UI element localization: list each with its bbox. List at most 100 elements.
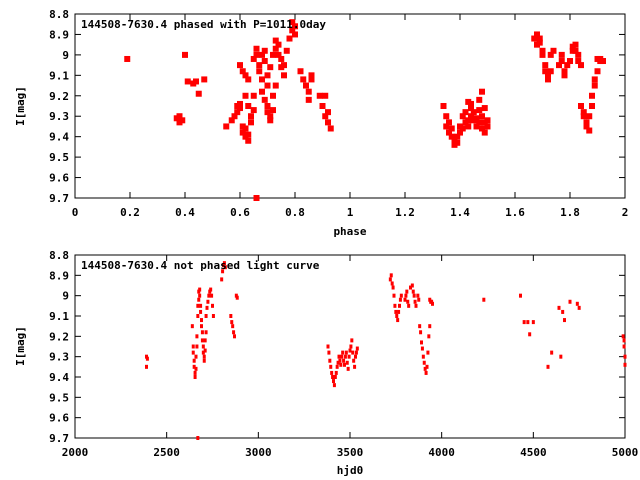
data-point [422,360,426,365]
data-point [392,293,396,298]
data-point [256,68,263,75]
data-point [547,68,554,75]
data-point [196,303,200,308]
data-point [462,109,469,116]
data-point [580,113,587,120]
data-point [473,115,480,122]
data-point [559,354,563,359]
data-point [253,51,260,58]
y-tick-label: 8.8 [49,8,69,21]
data-point [198,287,202,292]
data-point [197,289,201,294]
data-point [272,37,279,44]
x-tick-label: 3000 [245,446,272,459]
data-point [476,119,483,126]
data-point [431,301,434,306]
data-point [197,297,201,302]
data-point [264,82,271,89]
data-point [550,350,554,355]
data-point [398,303,401,308]
data-point [270,51,276,58]
data-point [231,113,238,120]
data-point [229,314,233,318]
data-point [223,265,227,270]
data-point [623,354,627,359]
data-point [278,55,285,62]
data-point [292,23,298,30]
data-point [242,72,249,79]
x-tick-label: 5000 [612,446,639,459]
phased-chart: 0 0.2 0.4 0.6 0.8 1 1.2 1.4 1.6 1.8 2 8.8 8.9 9 9.1 9.2… [14,8,628,238]
data-point [591,82,598,89]
data-point [349,344,353,349]
data-point [191,344,195,349]
data-point [468,105,474,112]
data-point [204,330,208,335]
data-point [204,314,208,318]
data-point [556,62,562,69]
data-point [209,287,213,292]
data-point [546,364,550,369]
data-point [575,58,582,65]
data-point [468,113,474,120]
y-tick-label: 9 [62,49,69,62]
data-point [419,330,423,335]
y-tick-label: 9.1 [49,310,69,323]
data-point [454,139,461,146]
data-point [479,113,485,120]
data-point [316,92,323,99]
data-point [261,47,268,54]
data-point [561,72,568,79]
y-tick-label: 9.2 [49,90,69,103]
data-point [202,358,206,363]
data-point [232,330,236,335]
data-point [459,125,466,132]
data-point [407,303,411,308]
data-point [264,72,271,79]
phased-chart-title: 144508-7630.4 phased with P=1011.0day [81,18,326,31]
data-point [267,64,274,71]
data-point [542,68,549,75]
y-tick-label: 8.9 [49,28,69,41]
data-point [420,346,424,351]
data-point [393,303,397,308]
data-point [350,338,354,343]
x-tick-label: 4000 [428,446,455,459]
data-point [424,370,428,375]
unphased-chart-title: 144508-7630.4 not phased light curve [81,259,320,272]
data-point [388,277,392,282]
data-point [623,362,627,367]
data-point [547,51,554,58]
data-point [343,354,347,359]
y-tick-label: 8.9 [49,269,69,282]
x-tick-label: 0 [72,206,79,219]
data-point [446,119,452,126]
data-point [237,62,243,69]
data-point [340,354,344,359]
data-point [536,35,543,42]
data-point [443,123,450,130]
data-point [481,105,488,112]
data-point [621,334,625,339]
data-point [476,107,483,114]
data-point [272,45,279,52]
data-point [352,358,356,363]
unphased-y-axis-label: I[mag] [14,326,27,366]
data-point [237,100,243,107]
data-point [558,51,565,58]
x-tick-label: 1.8 [560,206,580,219]
data-point [190,324,194,329]
data-point [329,364,333,369]
data-point [196,314,200,318]
data-point [545,76,551,83]
data-point [417,297,421,302]
data-point [330,370,334,375]
x-tick-label: 1 [347,206,354,219]
data-point [245,103,252,109]
data-point [409,285,412,290]
data-point [270,107,276,114]
data-point [198,293,202,298]
data-point [223,123,230,130]
data-point [557,305,561,310]
data-point [482,297,486,302]
